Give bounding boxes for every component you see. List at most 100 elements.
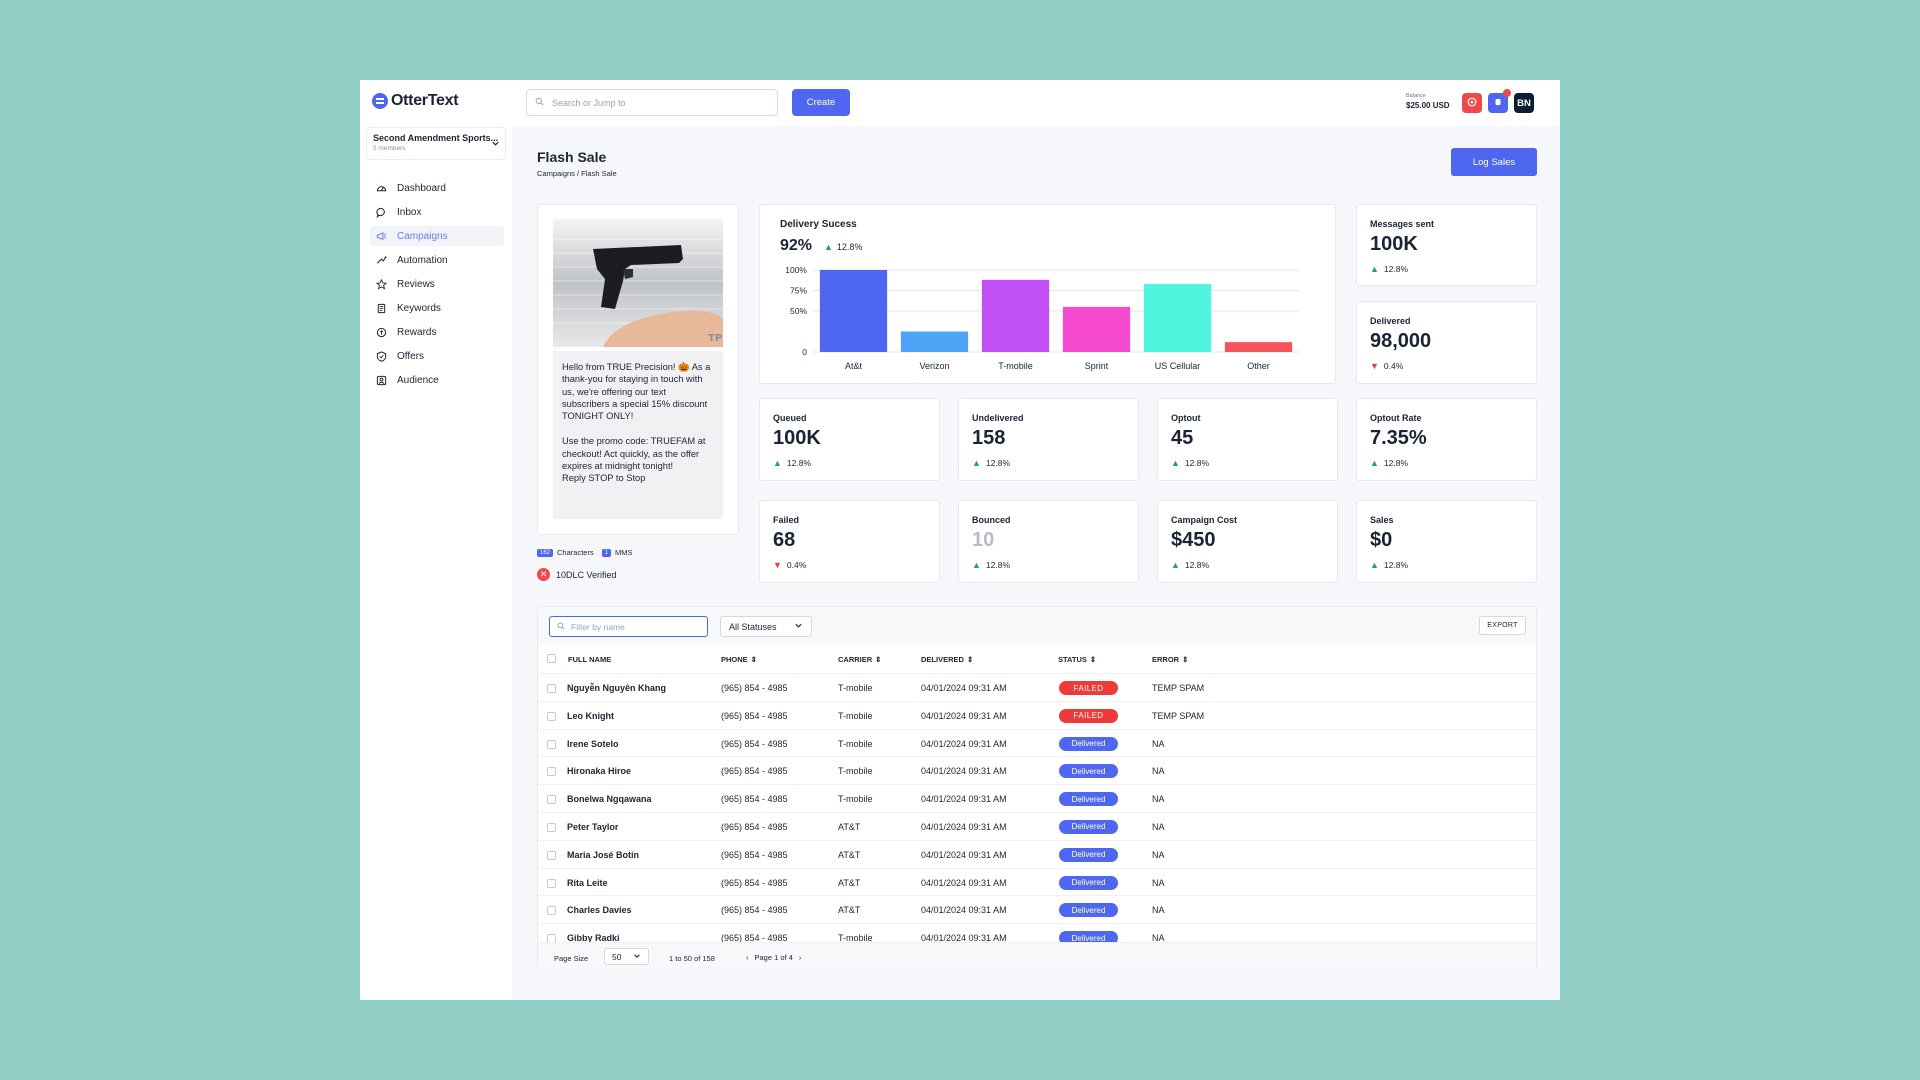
- offers-icon: [376, 350, 387, 362]
- row-checkbox[interactable]: [547, 767, 556, 777]
- bar-sprint: [1062, 306, 1131, 352]
- x-tick-label: Verizon: [919, 361, 949, 371]
- search-placeholder: Search or Jump to: [552, 97, 626, 108]
- status-filter-select[interactable]: All Statuses: [720, 616, 812, 637]
- sidebar-item-inbox[interactable]: Inbox: [370, 202, 504, 222]
- table-row[interactable]: Rita Leite (965) 854 - 4985 AT&T 04/01/2024…: [538, 869, 1536, 897]
- cell-full-name: Maria José Botín: [567, 849, 640, 860]
- column-header-status[interactable]: STATUS ⇕: [1058, 655, 1096, 664]
- sidebar-item-dashboard[interactable]: Dashboard: [370, 178, 504, 198]
- cell-phone: (965) 854 - 4985: [721, 849, 788, 860]
- cell-phone: (965) 854 - 4985: [721, 710, 788, 721]
- table-row[interactable]: Bonelwa Ngqawana (965) 854 - 4985 T-mobile…: [538, 785, 1536, 813]
- arrow-up-icon: ▲: [1370, 458, 1379, 468]
- notification-badge: [1503, 89, 1511, 97]
- avatar[interactable]: BN: [1514, 93, 1534, 113]
- row-checkbox[interactable]: [547, 934, 556, 942]
- stat-value: 158: [972, 427, 1006, 449]
- sidebar-item-label: Automation: [397, 254, 448, 266]
- sidebar-item-audience[interactable]: Audience: [370, 370, 504, 390]
- sidebar-item-label: Dashboard: [397, 182, 446, 194]
- column-label: CARRIER: [838, 655, 873, 664]
- org-members: 5 members: [373, 145, 406, 152]
- table-row[interactable]: Leo Knight (965) 854 - 4985 T-mobile 04/01/…: [538, 702, 1536, 730]
- status-badge: FAILED: [1059, 681, 1118, 695]
- cell-delivered: 04/01/2024 09:31 AM: [921, 905, 1007, 916]
- table-row[interactable]: Nguyễn Nguyên Khang (965) 854 - 4985 T-mob…: [538, 674, 1536, 702]
- cell-delivered: 04/01/2024 09:31 AM: [921, 877, 1007, 888]
- page-size-select[interactable]: 50: [604, 948, 649, 965]
- column-header-phone[interactable]: PHONE ⇕: [721, 655, 757, 664]
- stat-delta-value: 12.8%: [1184, 458, 1210, 468]
- page-range: 1 to 50 of 158: [669, 954, 715, 963]
- table-pagination: Page Size 50 1 to 50 of 158 ‹ Page 1 of …: [538, 942, 1536, 970]
- chevron-left-icon[interactable]: ‹: [746, 953, 749, 962]
- cell-error: TEMP SPAM: [1152, 683, 1205, 693]
- search-input[interactable]: Search or Jump to: [526, 89, 778, 116]
- table-row[interactable]: Maria José Botín (965) 854 - 4985 AT&T 04/0…: [538, 841, 1536, 869]
- message-text: Hello from TRUE Precision! 🎃 As a thank-…: [553, 351, 723, 519]
- cell-full-name: Gibby Radki: [567, 933, 620, 942]
- row-checkbox[interactable]: [547, 711, 556, 721]
- filter-input[interactable]: Filter by name: [549, 616, 708, 637]
- cell-carrier: T-mobile: [838, 794, 873, 805]
- cell-error: NA: [1152, 905, 1165, 916]
- page-size-value: 50: [612, 951, 622, 962]
- bar-other: [1224, 342, 1293, 352]
- table-row[interactable]: Charles Davies (965) 854 - 4985 AT&T 04/01/…: [538, 896, 1536, 925]
- sidebar-item-campaigns[interactable]: Campaigns: [370, 226, 504, 246]
- logo[interactable]: OtterText: [372, 92, 459, 110]
- chevron-right-icon[interactable]: ›: [798, 953, 802, 962]
- bar-t-mobile: [981, 279, 1050, 352]
- stat-delta: ▲ 12.8%: [972, 560, 1010, 570]
- column-header-name[interactable]: FULL NAME: [568, 655, 611, 664]
- table-row[interactable]: Gibby Radki (965) 854 - 4985 T-mobile 04/01…: [538, 924, 1536, 942]
- stat-delta-value: 12.8%: [985, 458, 1011, 468]
- stat-queued: Queued 100K ▲ 12.8%: [759, 398, 940, 481]
- export-button[interactable]: EXPORT: [1479, 616, 1526, 635]
- row-checkbox[interactable]: [547, 906, 556, 916]
- stat-delta-value: 12.8%: [1184, 560, 1210, 570]
- row-checkbox[interactable]: [547, 822, 556, 832]
- cell-error: NA: [1152, 877, 1165, 888]
- column-header-carrier[interactable]: CARRIER ⇕: [838, 655, 881, 664]
- main-content: Search or Jump to Create Balance $25.00 …: [512, 80, 1560, 1000]
- column-header-error[interactable]: ERROR ⇕: [1152, 655, 1188, 664]
- cell-full-name: Leo Knight: [567, 710, 614, 721]
- bar-chart: 0 50% 75% 100% At&t Verizon T-mobile Sprint US C…: [785, 265, 1299, 371]
- log-sales-button[interactable]: Log Sales: [1451, 148, 1537, 176]
- delivery-success-chart: Delivery Sucess 92% ▲ 12.8% 0 50% 75% 100% A…: [759, 204, 1336, 384]
- dashboard-icon: [376, 183, 387, 194]
- message-preview-card: TP Hello from TRUE Precision! 🎃 As a tha…: [537, 204, 739, 535]
- sidebar-item-rewards[interactable]: Rewards: [370, 322, 504, 342]
- image-watermark: TP: [708, 333, 722, 344]
- breadcrumb[interactable]: Campaigns / Flash Sale: [537, 169, 617, 178]
- sidebar-item-keywords[interactable]: Keywords: [370, 298, 504, 318]
- status-badge: Delivered: [1059, 792, 1118, 807]
- row-checkbox[interactable]: [547, 878, 556, 888]
- sidebar-item-automation[interactable]: Automation: [370, 250, 504, 270]
- table-row[interactable]: Irene Sotelo (965) 854 - 4985 T-mobile 04/0…: [538, 730, 1536, 758]
- sidebar-item-offers[interactable]: Offers: [370, 346, 504, 366]
- create-button[interactable]: Create: [792, 89, 850, 116]
- stat-delivered: Delivered 98,000 ▼ 0.4%: [1356, 301, 1537, 384]
- cell-delivered: 04/01/2024 09:31 AM: [921, 683, 1007, 693]
- row-checkbox[interactable]: [547, 684, 556, 693]
- select-all-checkbox[interactable]: [547, 654, 556, 663]
- stat-sales: Sales $0 ▲ 12.8%: [1356, 500, 1537, 583]
- org-switcher[interactable]: Second Amendment Sports... 5 members: [366, 127, 506, 160]
- help-button[interactable]: [1462, 93, 1482, 113]
- x-tick-label: Other: [1247, 361, 1270, 371]
- row-checkbox[interactable]: [547, 795, 556, 805]
- column-label: STATUS: [1058, 655, 1087, 664]
- table-row[interactable]: Peter Taylor (965) 854 - 4985 AT&T 04/01/20…: [538, 813, 1536, 841]
- table-toolbar: Filter by name All Statuses EXPORT: [538, 607, 1536, 643]
- table-row[interactable]: Hironaka Hiroe (965) 854 - 4985 T-mobile 04…: [538, 757, 1536, 786]
- stat-value: 45: [1171, 427, 1194, 449]
- row-checkbox[interactable]: [547, 850, 556, 860]
- column-header-delivered[interactable]: DELIVERED ⇕: [921, 655, 973, 664]
- row-checkbox[interactable]: [547, 739, 556, 749]
- notifications-button[interactable]: [1488, 89, 1511, 113]
- x-tick-label: US Cellular: [1155, 361, 1201, 371]
- sidebar-item-reviews[interactable]: Reviews: [370, 274, 504, 294]
